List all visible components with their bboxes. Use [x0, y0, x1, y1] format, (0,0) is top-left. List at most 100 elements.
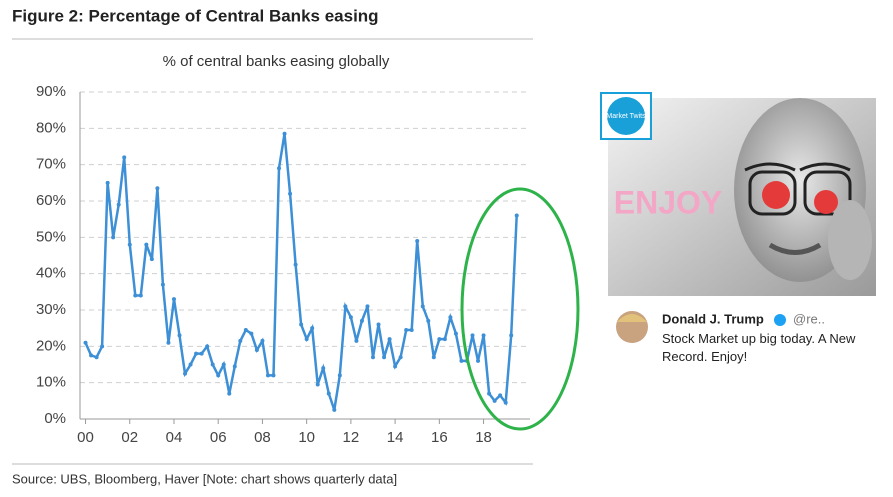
point	[321, 366, 326, 371]
source: Source: UBS, Bloomberg, Haver [Note: cha…	[12, 471, 397, 486]
point	[249, 331, 254, 336]
point	[326, 391, 331, 396]
y-tick-label: 0%	[44, 410, 66, 427]
point	[415, 238, 420, 243]
point	[310, 326, 315, 331]
point	[476, 358, 481, 363]
point	[448, 315, 453, 320]
point	[260, 338, 265, 343]
point	[133, 293, 138, 298]
point	[221, 362, 226, 367]
point	[155, 186, 160, 191]
point	[194, 351, 199, 356]
point	[243, 327, 248, 332]
point	[271, 373, 276, 378]
point	[304, 337, 309, 342]
x-tick-label: 06	[210, 429, 227, 446]
x-tick-label: 04	[166, 429, 183, 446]
y-tick-label: 90%	[36, 83, 66, 100]
point	[89, 353, 94, 358]
line	[84, 133, 518, 411]
point	[387, 337, 392, 342]
point	[404, 327, 409, 332]
point	[205, 344, 210, 349]
point	[100, 344, 105, 349]
point	[332, 407, 337, 412]
point	[409, 327, 414, 332]
point	[376, 322, 381, 327]
point	[177, 333, 182, 338]
point	[337, 373, 342, 378]
point	[160, 282, 165, 287]
point	[144, 242, 149, 247]
point	[437, 337, 442, 342]
point	[277, 166, 282, 171]
point	[509, 333, 514, 338]
highlight-ellipse	[460, 187, 580, 431]
tweet-handle: @re..	[793, 311, 825, 326]
point	[426, 318, 431, 323]
point	[442, 337, 447, 342]
point	[354, 338, 359, 343]
y-tick-label: 10%	[36, 374, 66, 391]
meme-image: ENJOY Market Twits	[600, 92, 876, 296]
point	[348, 315, 353, 320]
point	[498, 393, 503, 398]
point	[431, 355, 436, 360]
point	[470, 333, 475, 338]
x-tick-label: 14	[387, 429, 404, 446]
x-tick-label: 10	[298, 429, 315, 446]
point	[492, 398, 497, 403]
meme-caption: ENJOY	[614, 184, 722, 220]
point	[459, 358, 464, 363]
plot: 0% 10% 20% 30% 40% 50% 60% 70% 80% 90% 00 02 04 06 08 1…	[36, 83, 530, 446]
x-tick-label: 18	[475, 429, 492, 446]
point	[420, 304, 425, 309]
x-tick-label: 00	[77, 429, 94, 446]
tweet-text: Stock Market up big today. A New Record.…	[662, 331, 856, 364]
point	[453, 331, 458, 336]
point	[94, 355, 99, 360]
x-tick-label: 12	[343, 429, 360, 446]
point	[343, 304, 348, 309]
point	[166, 340, 171, 345]
figure-title: Figure 2: Percentage of Central Banks ea…	[12, 6, 379, 25]
point	[116, 202, 121, 207]
point	[138, 293, 143, 298]
point	[293, 262, 298, 267]
point	[127, 242, 132, 247]
point	[188, 362, 193, 367]
point	[359, 318, 364, 323]
verified-badge	[774, 314, 786, 326]
point	[514, 213, 519, 218]
point	[216, 373, 221, 378]
point	[83, 340, 88, 345]
x-tick-label: 02	[121, 429, 138, 446]
point	[370, 355, 375, 360]
point	[232, 364, 237, 369]
point	[265, 373, 270, 378]
point	[315, 382, 320, 387]
point	[238, 338, 243, 343]
point	[503, 400, 508, 405]
logo: Market Twits	[606, 113, 646, 120]
point	[210, 362, 215, 367]
point	[481, 333, 486, 338]
point	[183, 371, 188, 376]
point	[393, 364, 398, 369]
y-tick-label: 50%	[36, 228, 66, 245]
point	[227, 391, 232, 396]
point	[282, 131, 287, 136]
point	[365, 304, 370, 309]
y-tick-label: 30%	[36, 301, 66, 318]
point	[382, 355, 387, 360]
y-tick-label: 80%	[36, 119, 66, 136]
point	[398, 355, 403, 360]
y-tick-label: 70%	[36, 156, 66, 173]
tweet-name: Donald J. Trump	[662, 311, 764, 326]
point	[111, 235, 116, 240]
y-tick-label: 60%	[36, 192, 66, 209]
point	[254, 347, 259, 352]
